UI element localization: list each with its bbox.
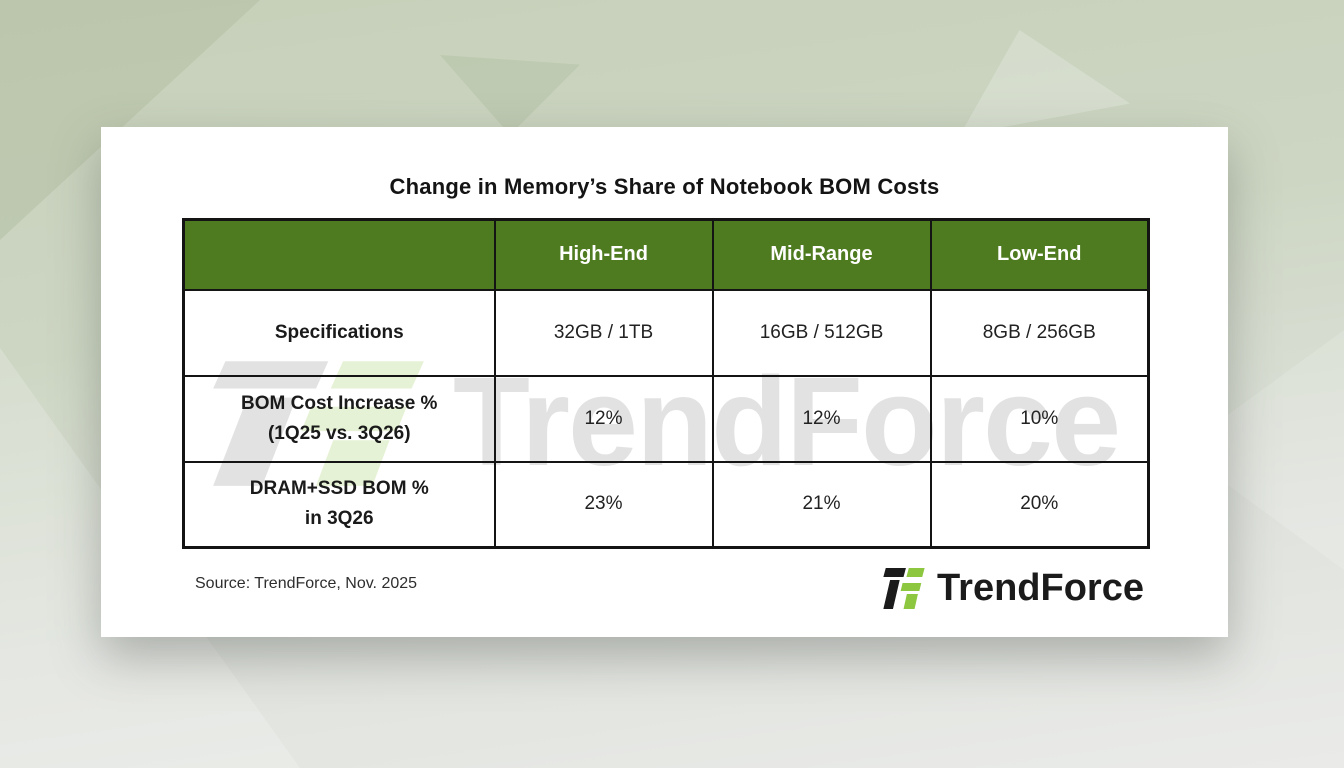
table-row-dram-ssd-bom: DRAM+SSD BOM % in 3Q26 23% 21% 20% [182,460,1150,549]
header-corner-cell [182,218,496,291]
source-note: Source: TrendForce, Nov. 2025 [195,575,418,592]
cell-increase-mid-range: 12% [711,374,932,463]
backdrop-triangle [960,30,1130,135]
row-label-bom-cost-increase: BOM Cost Increase % (1Q25 vs. 3Q26) [182,374,496,463]
table-row-specifications: Specifications 32GB / 1TB 16GB / 512GB 8… [182,288,1150,377]
header-cell-high-end: High-End [493,218,714,291]
trendforce-logo-text: TrendForce [937,567,1144,609]
header-cell-mid-range: Mid-Range [711,218,932,291]
table-row-bom-cost-increase: BOM Cost Increase % (1Q25 vs. 3Q26) 12% … [182,374,1150,463]
trendforce-logo-icon [883,568,925,609]
cell-increase-high-end: 12% [493,374,714,463]
backdrop-triangle [440,55,580,135]
cell-bom-mid-range: 21% [711,460,932,549]
header-cell-low-end: Low-End [929,218,1150,291]
cell-spec-high-end: 32GB / 1TB [493,288,714,377]
cell-spec-mid-range: 16GB / 512GB [711,288,932,377]
bom-cost-table: High-End Mid-Range Low-End Specification… [182,218,1150,549]
row-label-dram-ssd-bom: DRAM+SSD BOM % in 3Q26 [182,460,496,549]
row-label-specifications: Specifications [182,288,496,377]
cell-bom-high-end: 23% [493,460,714,549]
cell-spec-low-end: 8GB / 256GB [929,288,1150,377]
trendforce-logo: TrendForce [880,563,1144,613]
content-card: Change in Memory’s Share of Notebook BOM… [101,127,1228,637]
table-header-row: High-End Mid-Range Low-End [182,218,1150,291]
page-title: Change in Memory’s Share of Notebook BOM… [389,174,940,199]
cell-increase-low-end: 10% [929,374,1150,463]
cell-bom-low-end: 20% [929,460,1150,549]
